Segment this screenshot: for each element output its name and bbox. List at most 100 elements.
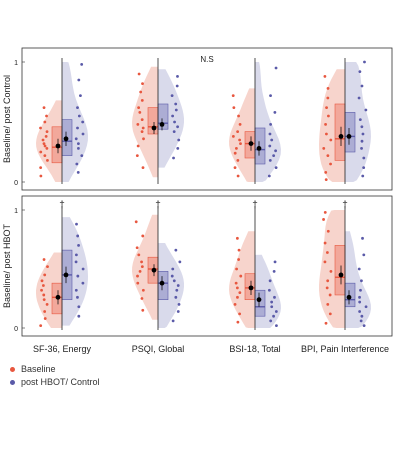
- post-data-point: [77, 142, 80, 146]
- baseline-data-point: [140, 99, 144, 102]
- post-iqr-box: [344, 282, 356, 308]
- post-data-point: [75, 222, 78, 226]
- plot-frame: [21, 195, 393, 337]
- post-data-point: [272, 314, 275, 318]
- baseline-data-point: [326, 96, 330, 100]
- baseline-data-point: [325, 132, 328, 136]
- category-panel: †: [319, 200, 371, 330]
- post-data-point: [77, 147, 80, 150]
- baseline-data-point: [329, 269, 333, 273]
- post-data-point: [173, 120, 176, 124]
- baseline-data-point: [141, 166, 145, 170]
- post-data-point: [358, 300, 362, 304]
- baseline-data-point: [327, 114, 330, 118]
- baseline-data-point: [326, 303, 330, 306]
- baseline-mean-marker: [55, 143, 61, 149]
- category-panel: †: [229, 200, 281, 330]
- post-data-point: [361, 132, 365, 136]
- baseline-density-cloud: [319, 210, 345, 328]
- baseline-data-point: [42, 106, 46, 109]
- post-density-cloud: [158, 243, 184, 328]
- baseline-data-point: [141, 82, 144, 85]
- baseline-data-point: [39, 324, 43, 328]
- post-mean-marker: [63, 136, 69, 142]
- post-data-point: [269, 123, 272, 126]
- post-data-point: [176, 125, 179, 129]
- baseline-data-point: [326, 279, 330, 283]
- baseline-data-point: [238, 138, 242, 142]
- post-data-point: [74, 253, 78, 257]
- y-tick-label: 1: [14, 60, 18, 67]
- baseline-data-point: [138, 111, 142, 114]
- baseline-data-point: [238, 123, 242, 126]
- plot-frame: [21, 47, 393, 191]
- post-data-point: [81, 281, 85, 285]
- category-panel: [319, 58, 371, 184]
- baseline-iqr-box: [334, 103, 346, 161]
- baseline-data-point: [40, 279, 44, 283]
- baseline-mean-marker: [151, 267, 157, 273]
- post-data-point: [267, 288, 271, 292]
- post-data-point: [75, 162, 79, 166]
- baseline-data-point: [235, 147, 238, 150]
- baseline-data-point: [43, 273, 47, 277]
- baseline-data-point: [46, 265, 49, 269]
- baseline-data-point: [237, 114, 240, 118]
- baseline-data-point: [45, 303, 49, 306]
- baseline-data-point: [39, 150, 43, 154]
- baseline-data-point: [236, 320, 240, 324]
- post-data-point: [268, 144, 272, 148]
- post-data-point: [364, 305, 368, 309]
- post-data-point: [174, 102, 178, 106]
- post-data-point: [170, 274, 174, 278]
- baseline-data-point: [42, 298, 46, 302]
- chart-row: 0 1 Baseline/ post Control N.S: [2, 47, 393, 191]
- post-data-point: [81, 267, 85, 271]
- category-panel: [229, 58, 281, 184]
- baseline-data-point: [141, 126, 145, 130]
- baseline-data-point: [233, 303, 237, 306]
- post-data-point: [171, 114, 175, 118]
- baseline-data-point: [324, 321, 328, 325]
- post-data-point: [171, 319, 175, 323]
- post-data-point: [172, 279, 176, 283]
- post-data-point: [360, 314, 364, 318]
- post-data-point: [77, 314, 81, 318]
- baseline-data-point: [44, 135, 48, 138]
- y-tick-label: 0: [14, 180, 18, 187]
- baseline-data-point: [323, 210, 327, 214]
- post-data-point: [74, 260, 78, 264]
- post-data-point: [362, 156, 366, 160]
- post-data-point: [81, 132, 85, 136]
- post-data-point: [81, 120, 85, 124]
- baseline-data-point: [325, 106, 328, 109]
- post-data-point: [360, 125, 364, 129]
- legend-baseline-label: Baseline: [21, 364, 56, 374]
- post-mean-marker: [159, 122, 165, 127]
- x-category-label: BPI, Pain Interference: [301, 344, 389, 354]
- post-data-point: [358, 295, 361, 299]
- baseline-data-point: [329, 162, 332, 166]
- baseline-data-point: [137, 106, 141, 109]
- post-data-point: [357, 267, 361, 271]
- baseline-data-point: [142, 137, 145, 141]
- post-data-point: [269, 319, 273, 323]
- baseline-mean-marker: [248, 285, 254, 291]
- baseline-data-point: [231, 135, 235, 138]
- post-data-point: [364, 108, 368, 112]
- baseline-data-point: [238, 291, 242, 294]
- baseline-data-point: [45, 114, 48, 118]
- baseline-data-point: [41, 284, 45, 287]
- post-data-point: [80, 154, 84, 158]
- baseline-data-point: [236, 130, 240, 134]
- baseline-data-point: [138, 269, 142, 273]
- post-data-point: [359, 319, 363, 323]
- baseline-data-point: [326, 87, 330, 90]
- post-data-point: [171, 267, 175, 271]
- post-data-point: [174, 295, 178, 299]
- baseline-data-point: [42, 293, 46, 297]
- post-data-point: [80, 63, 84, 66]
- post-data-point: [274, 166, 278, 170]
- post-mean-marker: [159, 280, 165, 286]
- baseline-mean-marker: [338, 134, 344, 139]
